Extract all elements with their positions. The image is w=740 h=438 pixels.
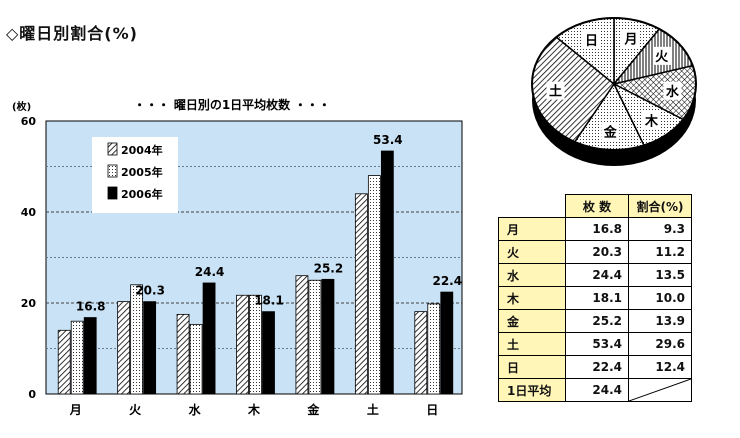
x-tick-label: 日 xyxy=(426,403,438,417)
row-count: 25.2 xyxy=(565,309,629,333)
x-tick-label: 月 xyxy=(69,403,82,417)
row-label: 金 xyxy=(498,309,566,333)
table-row: 火 20.3 11.2 xyxy=(498,240,692,264)
data-label: 18.1 xyxy=(254,294,284,308)
row-count: 53.4 xyxy=(565,332,629,356)
data-label: 16.8 xyxy=(76,300,106,314)
legend: 2004年 2005年 2006年 xyxy=(92,137,178,213)
y-tick-label: 60 xyxy=(21,115,37,128)
y-tick-label: 20 xyxy=(21,297,37,310)
y-tick-label: 40 xyxy=(21,206,37,219)
row-count: 22.4 xyxy=(565,355,629,379)
table-row: 木 18.1 10.0 xyxy=(498,286,692,310)
diagonal-line xyxy=(629,379,691,401)
row-label: 土 xyxy=(498,332,566,356)
table-footer-row: 1日平均 24.4 xyxy=(498,378,692,402)
row-label: 日 xyxy=(498,355,566,379)
bar xyxy=(354,193,368,395)
data-label: 53.4 xyxy=(373,133,403,147)
table-corner xyxy=(498,194,566,218)
row-label: 火 xyxy=(498,240,566,264)
x-tick-label: 火 xyxy=(129,403,142,417)
header-count: 枚 数 xyxy=(565,194,629,218)
legend-label: 2006年 xyxy=(121,187,163,201)
footer-label: 1日平均 xyxy=(498,378,566,402)
row-label: 水 xyxy=(498,263,566,287)
row-ratio: 13.5 xyxy=(628,263,692,287)
table-row: 土 53.4 29.6 xyxy=(498,332,692,356)
data-label: 20.3 xyxy=(135,284,165,298)
table-header-row: 枚 数 割合(%) xyxy=(498,194,692,218)
bar xyxy=(367,175,381,395)
row-label: 月 xyxy=(498,217,566,241)
bar xyxy=(414,311,428,395)
x-tick-label: 木 xyxy=(247,402,261,417)
row-count: 16.8 xyxy=(565,217,629,241)
footer-count: 24.4 xyxy=(565,378,629,402)
legend-label: 2004年 xyxy=(121,143,163,157)
bar xyxy=(130,284,144,395)
row-ratio: 9.3 xyxy=(628,217,692,241)
legend-swatch xyxy=(107,142,118,156)
data-table: 枚 数 割合(%) 月 16.8 9.3 火 20.3 11.2 水 24.4 … xyxy=(498,194,692,402)
data-label: 22.4 xyxy=(432,274,462,288)
row-label: 木 xyxy=(498,286,566,310)
row-count: 18.1 xyxy=(565,286,629,310)
bar xyxy=(321,278,335,395)
row-ratio: 11.2 xyxy=(628,240,692,264)
page-title: ◇曜日別割合(%) xyxy=(6,24,138,43)
data-label: 24.4 xyxy=(195,265,225,279)
row-ratio: 29.6 xyxy=(628,332,692,356)
header-ratio: 割合(%) xyxy=(628,194,692,218)
y-axis-label: (枚) xyxy=(12,100,31,113)
table-row: 水 24.4 13.5 xyxy=(498,263,692,287)
bar xyxy=(249,294,262,395)
row-ratio: 10.0 xyxy=(628,286,692,310)
row-count: 24.4 xyxy=(565,263,629,287)
bar xyxy=(189,323,203,395)
bar xyxy=(295,275,309,395)
row-count: 20.3 xyxy=(565,240,629,264)
bar xyxy=(143,301,157,395)
bar xyxy=(83,317,97,395)
bar xyxy=(380,150,394,395)
bar xyxy=(202,282,216,395)
table-row: 日 22.4 12.4 xyxy=(498,355,692,379)
x-tick-label: 土 xyxy=(367,402,379,417)
table-row: 月 16.8 9.3 xyxy=(498,217,692,241)
table-row: 金 25.2 13.9 xyxy=(498,309,692,333)
legend-box xyxy=(92,137,178,213)
chart-title: ・・・ 曜日別の1日平均枚数 ・・・ xyxy=(134,97,331,112)
bar xyxy=(308,279,322,395)
x-tick-label: 水 xyxy=(189,402,202,417)
footer-empty-cell xyxy=(628,378,692,402)
bar xyxy=(117,301,131,395)
bar xyxy=(262,311,275,395)
y-tick-label: 0 xyxy=(28,388,36,401)
bar xyxy=(57,329,71,395)
bar xyxy=(70,320,84,395)
row-ratio: 13.9 xyxy=(628,309,692,333)
row-ratio: 12.4 xyxy=(628,355,692,379)
data-label: 25.2 xyxy=(314,261,344,275)
bar xyxy=(427,303,441,395)
legend-swatch xyxy=(107,186,118,200)
legend-label: 2005年 xyxy=(121,165,163,179)
bar xyxy=(440,291,454,395)
bar xyxy=(176,313,190,395)
bar xyxy=(236,294,249,395)
x-tick-label: 金 xyxy=(306,402,320,417)
legend-swatch xyxy=(107,164,118,178)
